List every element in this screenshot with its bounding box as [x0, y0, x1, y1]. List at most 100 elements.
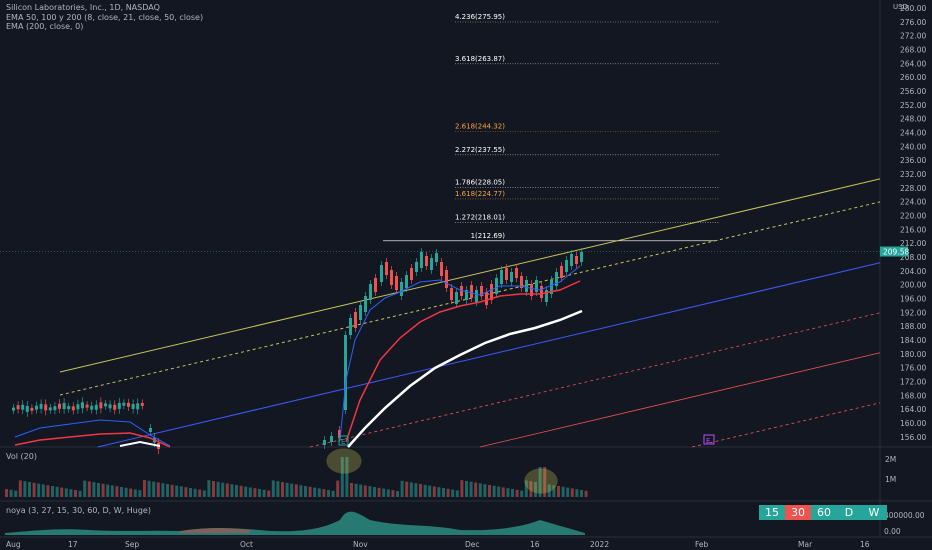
channel-line: [97, 262, 881, 448]
candle: [550, 280, 553, 294]
volume-bar: [543, 467, 547, 497]
timeframe-15[interactable]: 15: [759, 505, 785, 520]
price-tick-label: 220.00: [900, 211, 926, 220]
volume-bar: [37, 483, 41, 497]
candle: [81, 402, 84, 409]
candle: [85, 404, 89, 408]
timeframe-30[interactable]: 30: [785, 505, 811, 520]
volume-bar: [340, 457, 344, 497]
candle: [90, 405, 94, 410]
volume-bar: [423, 484, 427, 497]
ema-fast-legend[interactable]: EMA 50, 100 y 200 (8, close, 21, close, …: [6, 13, 204, 22]
candle: [44, 404, 48, 411]
candle: [555, 272, 558, 286]
volume-bar: [166, 484, 169, 497]
earnings-marker: [703, 434, 715, 445]
candle: [440, 262, 443, 276]
volume-bar: [101, 483, 105, 497]
timeframe-60[interactable]: 60: [811, 505, 837, 520]
ema-50-line: [119, 440, 161, 447]
volume-bar: [474, 482, 478, 497]
price-tick-label: 272.00: [900, 32, 926, 41]
volume-bar: [313, 487, 317, 497]
volume-bar: [322, 489, 326, 497]
volume-bar: [396, 491, 399, 497]
candle: [400, 282, 403, 296]
volume-bar: [497, 486, 501, 497]
candle: [480, 286, 483, 296]
volume-bar: [32, 482, 36, 497]
candle: [30, 407, 34, 411]
price-tick-label: 276.00: [900, 18, 926, 27]
volume-bar: [230, 484, 234, 497]
volume-bar: [248, 487, 252, 497]
volume-bar: [290, 483, 294, 497]
volume-bar: [483, 484, 487, 497]
volume-bar: [584, 490, 588, 497]
fib-level-label: 3.618(263.87): [455, 55, 505, 63]
volume-bar: [212, 481, 215, 497]
time-axis-label: Oct: [240, 540, 253, 549]
volume-bar: [373, 487, 376, 497]
volume-bar: [506, 488, 510, 497]
volume-bar: [432, 486, 436, 497]
ema-slow-legend[interactable]: EMA (200, close, 0): [6, 22, 84, 31]
volume-bar: [331, 490, 335, 497]
candle: [500, 270, 503, 284]
volume-bar: [354, 483, 358, 497]
candle: [560, 266, 563, 278]
channel-line: [309, 312, 881, 448]
volume-bar: [198, 489, 202, 497]
volume-bar: [281, 482, 284, 497]
candle: [525, 280, 528, 292]
candle: [410, 268, 413, 280]
volume-bar: [69, 489, 73, 497]
candle: [374, 278, 377, 292]
volume-bar: [262, 489, 266, 497]
volume-bar: [46, 485, 50, 497]
timeframe-d[interactable]: D: [837, 505, 861, 520]
candle: [520, 276, 523, 288]
channel-line: [59, 201, 881, 396]
channel-line: [479, 352, 881, 448]
candle: [545, 290, 548, 302]
time-axis-label: 17: [68, 540, 78, 549]
current-price-badge: [880, 246, 908, 257]
volume-bar: [561, 486, 565, 497]
volume-bar: [414, 483, 418, 497]
indicator-axis-label: 400000.00: [884, 511, 925, 520]
volume-bar: [428, 485, 432, 497]
indicator-pane-label[interactable]: noya (3, 27, 15, 30, 60, D, W, Huge): [6, 506, 151, 515]
price-tick-label: 184.00: [900, 336, 926, 345]
time-axis-label: 16: [860, 540, 870, 549]
price-tick-label: 156.00: [900, 433, 926, 442]
volume-pane-label[interactable]: Vol (20): [6, 452, 37, 461]
candle: [540, 286, 543, 298]
earnings-marker-label: E: [341, 438, 345, 446]
candle: [369, 284, 372, 300]
price-tick-label: 172.00: [900, 377, 926, 386]
candle: [405, 275, 408, 288]
candle: [450, 288, 453, 300]
volume-bar: [465, 481, 468, 497]
volume-bar: [271, 480, 275, 497]
volume-bar: [74, 490, 77, 497]
ema-8-line: [14, 419, 171, 447]
candle: [12, 407, 15, 411]
price-tick-label: 196.00: [900, 294, 926, 303]
price-tick-label: 208.00: [900, 253, 926, 262]
candle: [330, 436, 333, 442]
timeframe-w[interactable]: W: [861, 505, 887, 520]
volume-bar: [409, 482, 413, 497]
symbol-title[interactable]: Silicon Laboratories, Inc., 1D, NASDAQ: [6, 3, 160, 12]
time-axis-label: 16: [530, 540, 540, 549]
volume-axis-label: 1M: [885, 475, 896, 484]
current-price-label: 209.58: [883, 248, 909, 257]
candle: [35, 405, 38, 410]
volume-bar: [552, 485, 556, 497]
volume-bar: [534, 482, 537, 497]
time-axis-label: Feb: [695, 540, 709, 549]
volume-bar: [368, 486, 372, 497]
price-tick-label: 200.00: [900, 281, 926, 290]
